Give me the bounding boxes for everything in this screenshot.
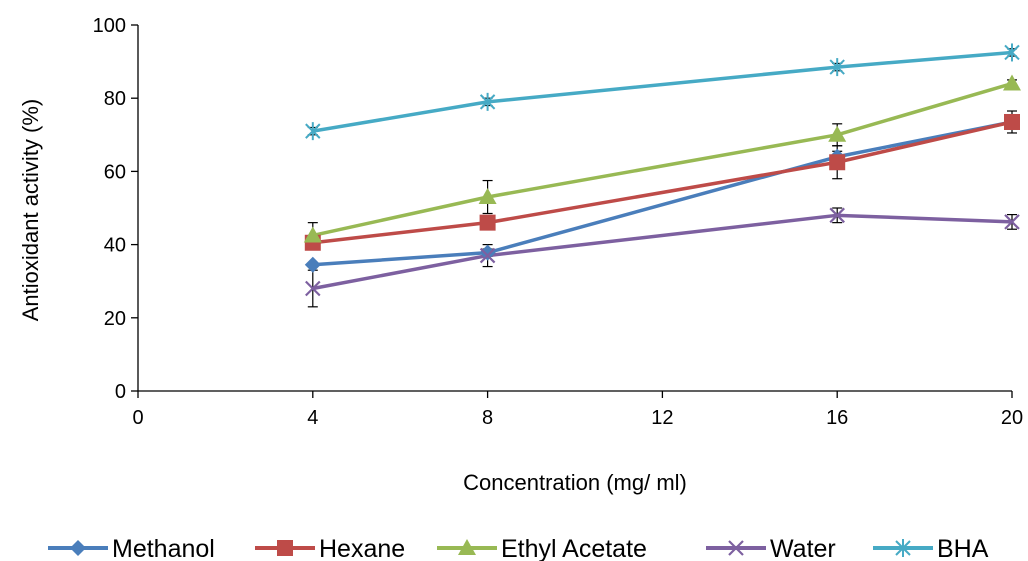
series-markers — [303, 43, 1021, 297]
ethyl-acetate-point — [1003, 74, 1021, 91]
hexane-series-line — [312, 120, 1013, 245]
marker-stroke — [829, 207, 845, 224]
ethyl-acetate-point — [828, 125, 847, 142]
water-point — [829, 207, 845, 224]
x-tick-label: 4 — [307, 407, 318, 429]
ethyl-acetate-series-line — [312, 81, 1013, 238]
methanol-point — [479, 244, 496, 261]
legend: Methanol Hexane Ethyl Acetate Water BHA — [48, 535, 989, 561]
methanol-series-line — [312, 120, 1013, 267]
x-tick-label: 16 — [826, 407, 848, 429]
y-tick-label: 100 — [93, 15, 126, 37]
marker-stroke — [1004, 214, 1020, 230]
bha-series-line — [312, 50, 1013, 133]
legend-label: Methanol — [112, 535, 215, 561]
legend-item-methanol: Methanol — [48, 535, 215, 561]
y-tick-label: 40 — [104, 235, 126, 257]
axes — [131, 24, 1013, 398]
tick-labels: 0 20 40 60 80 100 0 4 8 12 16 20 — [93, 15, 1024, 429]
hexane-point — [829, 154, 846, 171]
x-tick-label: 20 — [1001, 407, 1023, 429]
water-series-line — [312, 213, 1013, 291]
y-tick-label: 20 — [104, 308, 126, 330]
legend-swatch-marker — [728, 540, 744, 556]
x-tick-label: 8 — [482, 407, 493, 429]
x-tick-label: 12 — [651, 407, 673, 429]
legend-swatch-marker — [277, 540, 293, 556]
legend-item-water: Water — [706, 535, 836, 561]
methanol-point — [304, 256, 321, 273]
marker-stroke — [728, 540, 744, 556]
water-point — [479, 247, 496, 264]
bha-point — [1004, 43, 1020, 62]
y-tick-label: 60 — [104, 161, 126, 183]
water-point — [305, 280, 321, 297]
legend-item-hexane: Hexane — [255, 535, 405, 561]
legend-swatch-marker — [895, 539, 911, 557]
y-axis-title: Antioxidant activity (%) — [18, 99, 43, 322]
marker-stroke — [305, 280, 321, 297]
ethyl-acetate-point — [478, 188, 497, 205]
x-tick-label: 0 — [132, 407, 143, 429]
legend-item-ethyl-acetate: Ethyl Acetate — [437, 535, 647, 561]
legend-swatch-marker — [458, 539, 476, 555]
legend-label: Ethyl Acetate — [501, 535, 647, 561]
series-lines — [312, 50, 1013, 291]
legend-item-bha: BHA — [873, 535, 989, 561]
legend-swatch-marker — [70, 540, 86, 556]
legend-label: Water — [770, 535, 836, 561]
bha-point — [479, 92, 496, 111]
hexane-point — [1004, 113, 1020, 130]
bha-point — [829, 58, 845, 77]
y-tick-label: 80 — [104, 88, 126, 110]
hexane-point — [479, 214, 496, 231]
marker-stroke — [479, 247, 496, 264]
ethyl-acetate-point — [303, 226, 322, 243]
water-point — [1004, 214, 1020, 230]
legend-label: Hexane — [319, 535, 405, 561]
x-axis-title: Concentration (mg/ ml) — [463, 470, 687, 495]
y-tick-label: 0 — [115, 381, 126, 403]
bha-point — [305, 122, 321, 141]
legend-label: BHA — [937, 535, 989, 561]
